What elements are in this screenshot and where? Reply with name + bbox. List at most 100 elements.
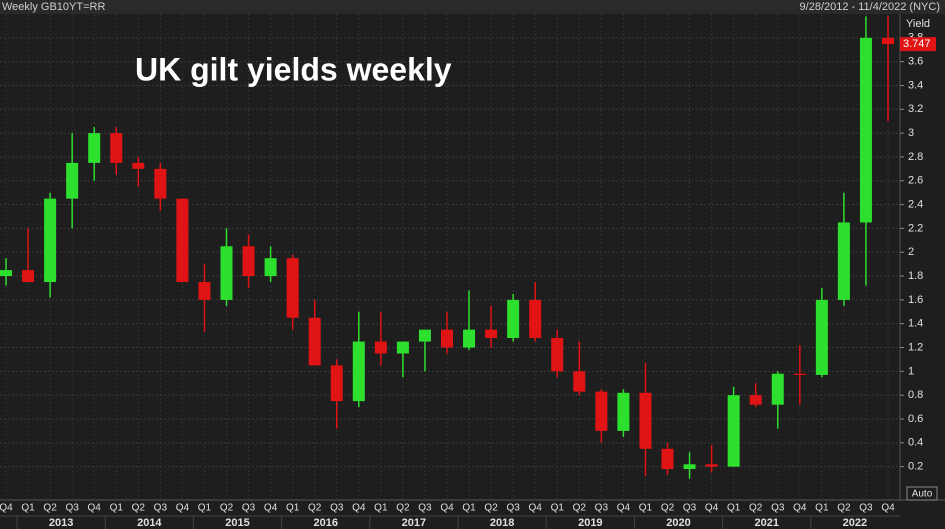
x-tick-label: Q3 [595, 503, 609, 514]
x-tick-label: Q1 [286, 503, 300, 514]
candle-body [683, 464, 696, 470]
y-tick-label: 3.2 [908, 103, 923, 115]
y-tick-label: 3.6 [908, 56, 923, 68]
x-tick-label: Q3 [154, 503, 168, 514]
candle-body [220, 246, 233, 300]
x-tick-label: Q3 [683, 503, 697, 514]
year-label: 2021 [754, 517, 778, 529]
year-label: 2017 [402, 517, 426, 529]
y-tick-label: 0.2 [908, 461, 923, 473]
year-label: 2016 [313, 517, 337, 529]
year-label: 2018 [490, 517, 514, 529]
x-tick-label: Q4 [176, 503, 190, 514]
candle-body [308, 317, 321, 366]
instrument: Weekly GB10YT=RR [2, 1, 105, 13]
y-tick-label: 2.4 [908, 198, 923, 210]
x-tick-label: Q2 [308, 503, 322, 514]
y-tick-label: 2.8 [908, 151, 923, 163]
auto-label[interactable]: Auto [912, 489, 933, 500]
y-tick-label: 0.8 [908, 389, 923, 401]
x-tick-label: Q2 [132, 503, 146, 514]
candle-body [132, 162, 145, 169]
x-tick-label: Q2 [661, 503, 675, 514]
y-tick-label: 2 [908, 246, 914, 258]
x-tick-label: Q4 [88, 503, 102, 514]
candle-body [882, 37, 894, 45]
candle-body [242, 246, 255, 277]
x-tick-label: Q1 [639, 503, 653, 514]
year-label: 2014 [137, 517, 162, 529]
x-tick-label: Q2 [749, 503, 763, 514]
candle-body [374, 341, 387, 354]
candle-body [286, 258, 299, 318]
candle-body [815, 299, 828, 375]
y-tick-label: 2.2 [908, 222, 923, 234]
last-value-box [900, 37, 936, 52]
candle-body [330, 365, 343, 402]
candle-body [639, 392, 652, 449]
x-tick-label: Q2 [837, 503, 851, 514]
x-tick-label: Q2 [484, 503, 498, 514]
auto-button[interactable] [906, 486, 938, 501]
candle-body [507, 299, 520, 338]
header-bar [0, 0, 945, 14]
x-tick-label: Q4 [793, 503, 807, 514]
y-tick-label: 3.4 [908, 79, 923, 91]
y-tick-label: 0.6 [908, 413, 923, 425]
candle-body [749, 395, 762, 405]
candle-body [463, 329, 476, 348]
candle-body [705, 464, 718, 467]
candle-body [771, 373, 784, 405]
candle-body [485, 329, 498, 338]
x-tick-label: Q4 [264, 503, 278, 514]
candle-body [859, 37, 872, 223]
candle-body [44, 198, 57, 283]
y-tick-label: 1.6 [908, 294, 923, 306]
x-tick-label: Q2 [396, 503, 410, 514]
candle-body [0, 270, 12, 277]
year-label: 2022 [843, 517, 867, 529]
y-tick-label: 3 [908, 127, 914, 139]
candle-body [529, 299, 542, 338]
y-tick-label: 1.4 [908, 318, 923, 330]
candle-body [837, 222, 850, 300]
x-tick-label: Q1 [110, 503, 124, 514]
chart-title: UK gilt yields weekly [135, 51, 452, 87]
candle-body [617, 392, 630, 431]
x-tick-label: Q3 [418, 503, 432, 514]
x-tick-label: Q4 [529, 503, 543, 514]
x-tick-label: Q1 [551, 503, 565, 514]
y-tick-label: 0.4 [908, 437, 923, 449]
candle-body [88, 133, 101, 163]
x-tick-label: Q4 [881, 503, 895, 514]
x-tick-label: Q3 [506, 503, 520, 514]
x-tick-label: Q2 [573, 503, 587, 514]
candle-body [176, 198, 189, 283]
x-tick-label: Q1 [727, 503, 741, 514]
y-axis-label: Yield [906, 18, 930, 30]
x-tick-label: Q1 [815, 503, 829, 514]
candle-body [441, 329, 453, 348]
candle-body [66, 162, 79, 199]
candle-body [352, 341, 365, 402]
date-range: 9/28/2012 - 11/4/2022 (NYC) [800, 1, 940, 13]
year-label: 2015 [225, 517, 249, 529]
last-value-label: 3.747 [903, 38, 931, 50]
candle-body [110, 133, 123, 163]
candle-body [264, 258, 277, 277]
year-label: 2019 [578, 517, 602, 529]
candle-body [595, 391, 608, 431]
x-tick-label: Q1 [374, 503, 388, 514]
year-label: 2013 [49, 517, 73, 529]
x-tick-label: Q3 [859, 503, 873, 514]
x-tick-label: Q3 [330, 503, 344, 514]
x-tick-label: Q1 [21, 503, 35, 514]
candle-body [396, 341, 409, 354]
x-tick-label: Q3 [65, 503, 79, 514]
candle-body [793, 373, 806, 375]
y-tick-label: 1 [908, 365, 914, 377]
x-tick-label: Q4 [440, 503, 454, 514]
